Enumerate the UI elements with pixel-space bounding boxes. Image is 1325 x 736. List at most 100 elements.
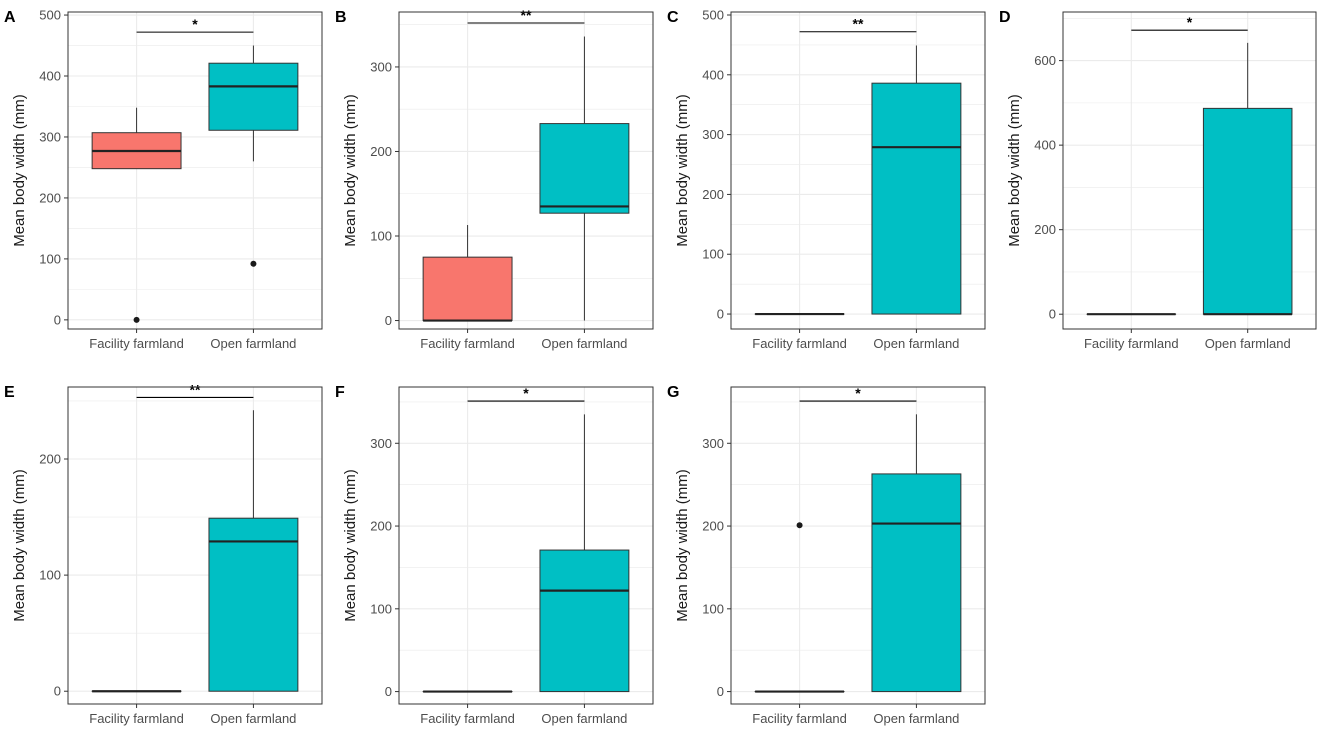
y-tick-label: 200 bbox=[370, 519, 392, 534]
y-tick-label: 500 bbox=[39, 8, 61, 23]
box-rect bbox=[871, 82, 962, 315]
y-tick-label: 200 bbox=[702, 187, 724, 202]
box-rect bbox=[539, 549, 630, 693]
box-open bbox=[871, 414, 962, 693]
x-tick-label: Open farmland bbox=[541, 336, 627, 351]
x-tick-label: Facility farmland bbox=[420, 336, 515, 351]
panel-letter: G bbox=[667, 384, 679, 401]
box-facility bbox=[91, 107, 182, 323]
outlier-point bbox=[250, 260, 257, 267]
significance-label: * bbox=[855, 385, 861, 401]
y-tick-label: 100 bbox=[39, 568, 61, 583]
y-tick-label: 300 bbox=[702, 127, 724, 142]
y-axis-title: Mean body width (mm) bbox=[342, 469, 359, 622]
x-tick-label: Open farmland bbox=[210, 711, 296, 726]
box-open bbox=[871, 45, 962, 315]
box-rect bbox=[208, 62, 299, 131]
y-tick-label: 0 bbox=[54, 684, 61, 699]
y-tick-label: 100 bbox=[370, 601, 392, 616]
y-tick-label: 0 bbox=[385, 684, 392, 699]
panel-letter: A bbox=[4, 9, 16, 26]
box-open bbox=[1202, 42, 1293, 316]
panel-g: 0 100 200 300 * Facility farmland Open farmlan… bbox=[667, 384, 986, 726]
panel-border bbox=[398, 11, 654, 330]
x-tick-label: Facility farmland bbox=[1084, 336, 1179, 351]
panel-border bbox=[67, 386, 323, 705]
x-tick-label: Open farmland bbox=[873, 711, 959, 726]
panel-letter: E bbox=[4, 384, 15, 401]
significance-label: * bbox=[192, 16, 198, 32]
box-open bbox=[208, 45, 299, 267]
y-tick-label: 600 bbox=[1034, 53, 1056, 68]
y-axis-title: Mean body width (mm) bbox=[674, 469, 691, 622]
panel-f: 0 100 200 300 * Facility farmland Open farmlan… bbox=[335, 384, 654, 726]
significance-label: ** bbox=[190, 381, 201, 397]
y-tick-label: 300 bbox=[702, 436, 724, 451]
x-tick-label: Facility farmland bbox=[752, 711, 847, 726]
y-axis-title: Mean body width (mm) bbox=[342, 94, 359, 247]
panel-c: 0 100 200 300 400 500 ** Facility farmland Open … bbox=[667, 7, 986, 351]
panel-border bbox=[730, 386, 986, 705]
y-axis-title: Mean body width (mm) bbox=[11, 94, 28, 247]
box-rect bbox=[208, 517, 299, 692]
x-tick-label: Facility farmland bbox=[752, 336, 847, 351]
y-tick-label: 300 bbox=[370, 59, 392, 74]
y-axis-title: Mean body width (mm) bbox=[1006, 94, 1023, 247]
panel-d: 0 200 400 600 * Facility farmland Open farmlan… bbox=[999, 9, 1317, 351]
y-tick-label: 100 bbox=[702, 601, 724, 616]
y-tick-label: 200 bbox=[702, 519, 724, 534]
x-tick-label: Facility farmland bbox=[420, 711, 515, 726]
y-tick-label: 200 bbox=[370, 144, 392, 159]
panel-letter: B bbox=[335, 9, 347, 26]
significance-label: ** bbox=[853, 16, 864, 32]
box-rect bbox=[1202, 107, 1293, 315]
panel-b: 0 100 200 300 ** Facility farmland Open farmla… bbox=[335, 7, 654, 351]
y-tick-label: 200 bbox=[39, 190, 61, 205]
x-tick-label: Open farmland bbox=[873, 336, 959, 351]
panel-e: 0 100 200 ** Facility farmland Open farmland M… bbox=[4, 381, 323, 726]
y-tick-label: 0 bbox=[385, 313, 392, 328]
y-tick-label: 0 bbox=[717, 684, 724, 699]
panel-border bbox=[67, 11, 323, 330]
y-tick-label: 100 bbox=[39, 251, 61, 266]
panel-border bbox=[730, 11, 986, 330]
panel-a: 0 100 200 300 400 500 * Facility farmland Open f… bbox=[4, 8, 323, 351]
y-tick-label: 400 bbox=[1034, 138, 1056, 153]
y-tick-label: 100 bbox=[370, 229, 392, 244]
y-tick-label: 500 bbox=[702, 7, 724, 22]
box-rect bbox=[539, 123, 630, 214]
box-rect bbox=[871, 473, 962, 693]
panel-border bbox=[398, 386, 654, 705]
y-tick-label: 400 bbox=[702, 67, 724, 82]
y-tick-label: 0 bbox=[717, 307, 724, 322]
outlier-point bbox=[133, 316, 140, 323]
y-tick-label: 0 bbox=[54, 312, 61, 327]
x-tick-label: Open farmland bbox=[210, 336, 296, 351]
y-axis-title: Mean body width (mm) bbox=[11, 469, 28, 622]
box-open bbox=[539, 36, 630, 321]
box-rect bbox=[422, 256, 513, 322]
box-facility bbox=[754, 522, 845, 693]
y-tick-label: 200 bbox=[39, 451, 61, 466]
x-tick-label: Facility farmland bbox=[89, 336, 184, 351]
y-axis-title: Mean body width (mm) bbox=[674, 94, 691, 247]
y-tick-label: 400 bbox=[39, 69, 61, 84]
y-tick-label: 100 bbox=[702, 247, 724, 262]
box-facility bbox=[422, 225, 513, 322]
significance-label: * bbox=[1187, 14, 1193, 30]
box-open bbox=[208, 410, 299, 692]
panel-border bbox=[1062, 11, 1317, 330]
x-tick-label: Open farmland bbox=[1205, 336, 1291, 351]
y-tick-label: 0 bbox=[1049, 307, 1056, 322]
significance-label: * bbox=[523, 385, 529, 401]
panel-letter: F bbox=[335, 384, 345, 401]
y-tick-label: 300 bbox=[39, 129, 61, 144]
y-tick-label: 200 bbox=[1034, 222, 1056, 237]
x-tick-label: Open farmland bbox=[541, 711, 627, 726]
significance-label: ** bbox=[521, 7, 532, 23]
y-tick-label: 300 bbox=[370, 436, 392, 451]
panel-letter: C bbox=[667, 9, 679, 26]
outlier-point bbox=[796, 522, 803, 529]
x-tick-label: Facility farmland bbox=[89, 711, 184, 726]
